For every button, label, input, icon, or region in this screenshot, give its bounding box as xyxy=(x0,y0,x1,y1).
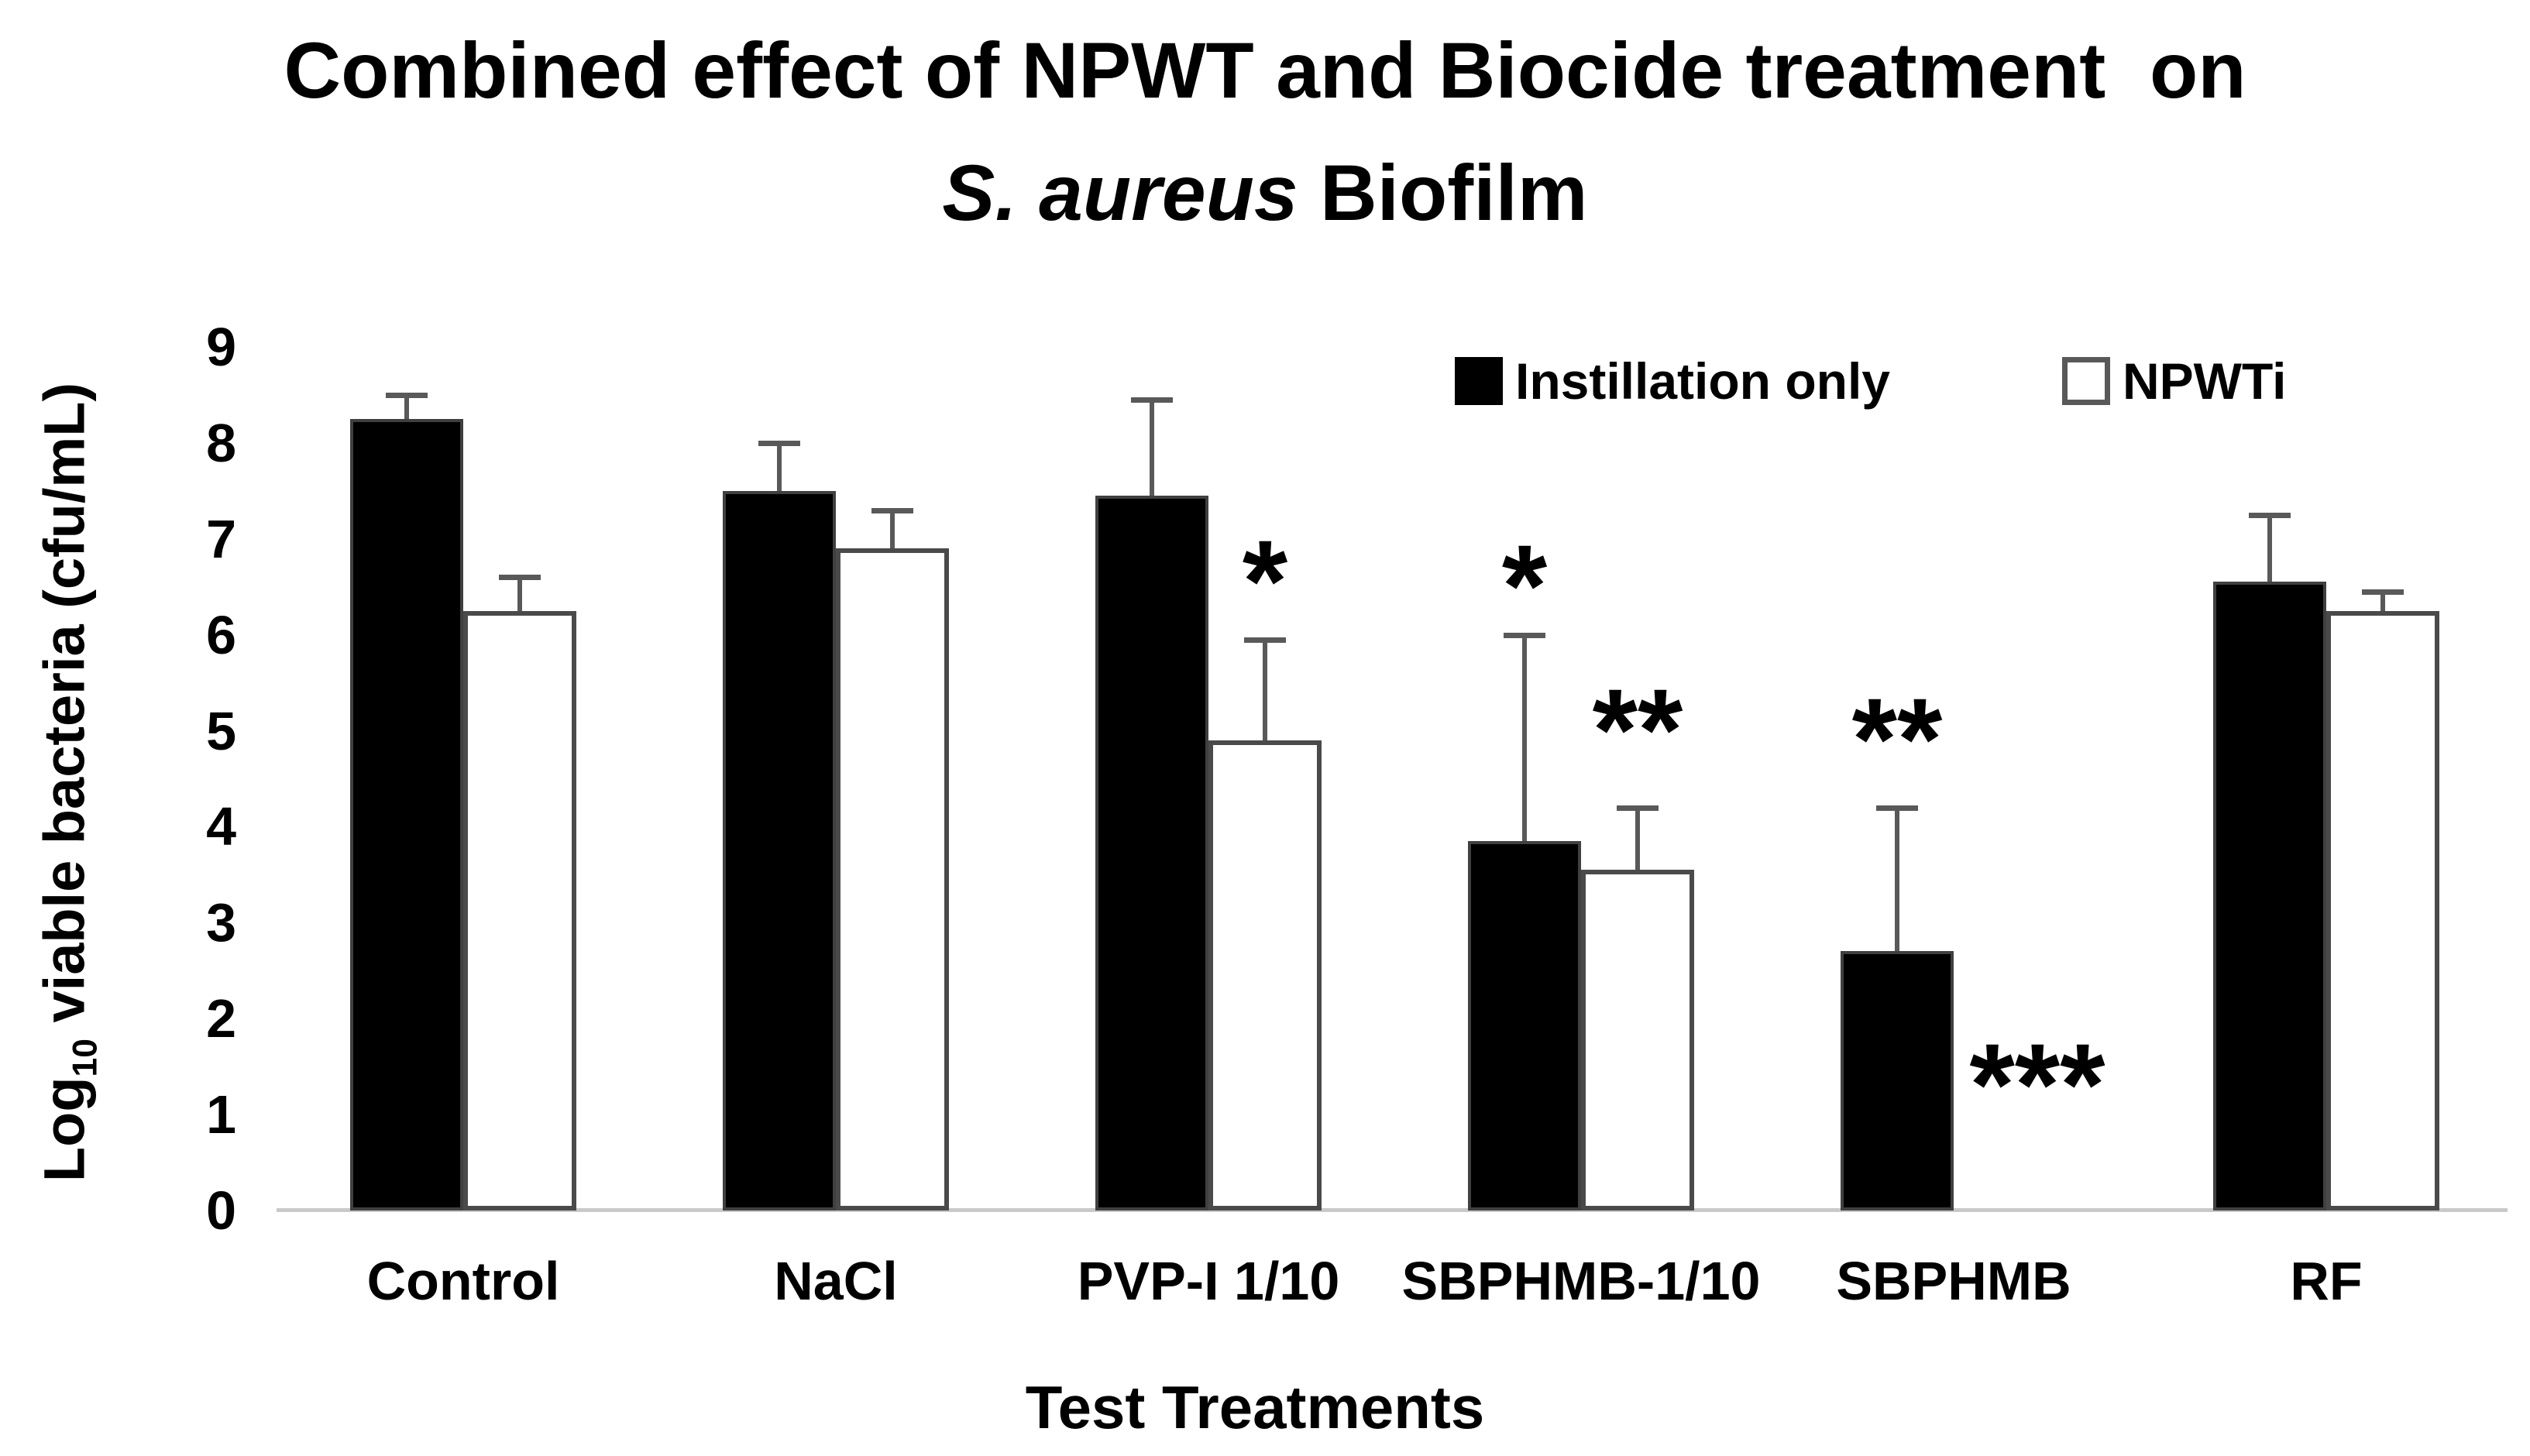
significance-marker-1: * xyxy=(1501,520,1548,651)
bar-instillation-only-4 xyxy=(1841,951,1954,1210)
significance-marker-4: *** xyxy=(1969,1019,2105,1150)
x-category-label-4: SBPHMB xyxy=(1836,1251,2071,1311)
error-bar-cap-0-0 xyxy=(386,392,428,398)
error-bar-stem-1-1 xyxy=(890,510,895,549)
bar-instillation-only-3 xyxy=(1468,840,1581,1210)
error-bar-cap-0-3 xyxy=(1504,632,1545,638)
legend-swatch-npwti xyxy=(2062,357,2110,405)
chart-title-line-2: S. aureus Biofilm xyxy=(0,132,2530,254)
y-tick-label-7: 7 xyxy=(206,508,236,569)
error-bar-stem-0-0 xyxy=(404,394,409,419)
x-category-label-3: SBPHMB-1/10 xyxy=(1401,1251,1761,1311)
bar-npwti-5 xyxy=(2326,610,2439,1210)
x-category-label-5: RF xyxy=(2290,1251,2363,1311)
x-axis-line xyxy=(277,1208,2508,1212)
error-bar-cap-0-2 xyxy=(1131,397,1173,403)
y-tick-label-0: 0 xyxy=(206,1180,236,1241)
chart-title-line-1: Combined effect of NPWT and Biocide trea… xyxy=(284,26,2246,115)
bar-instillation-only-5 xyxy=(2213,582,2326,1210)
y-tick-label-5: 5 xyxy=(206,700,236,761)
error-bar-cap-1-1 xyxy=(871,507,913,513)
y-tick-label-4: 4 xyxy=(206,796,236,857)
error-bar-cap-0-1 xyxy=(758,440,800,446)
x-category-label-2: PVP-I 1/10 xyxy=(1077,1251,1340,1311)
bar-npwti-2 xyxy=(1208,740,1322,1210)
legend-item-instillation-only: Instillation only xyxy=(1455,352,1891,410)
error-bar-stem-1-3 xyxy=(1635,807,1640,871)
bar-instillation-only-2 xyxy=(1095,495,1208,1210)
error-bar-stem-1-5 xyxy=(2380,591,2385,611)
error-bar-stem-0-5 xyxy=(2267,514,2272,582)
chart-title-species: S. aureus xyxy=(942,149,1298,238)
y-tick-label-8: 8 xyxy=(206,412,236,473)
bar-instillation-only-0 xyxy=(350,418,463,1210)
legend-label-npwti: NPWTi xyxy=(2123,352,2287,410)
legend-swatch-instillation-only xyxy=(1455,357,1503,405)
error-bar-cap-1-5 xyxy=(2362,589,2404,595)
y-tick-label-6: 6 xyxy=(206,604,236,665)
bar-npwti-1 xyxy=(836,548,949,1210)
significance-marker-2: ** xyxy=(1592,664,1683,795)
bar-npwti-0 xyxy=(463,610,576,1210)
significance-marker-3: ** xyxy=(1851,674,1943,805)
error-bar-cap-0-4 xyxy=(1876,805,1918,811)
error-bar-stem-0-1 xyxy=(777,442,782,491)
y-tick-label-2: 2 xyxy=(206,988,236,1049)
error-bar-cap-0-5 xyxy=(2249,512,2291,518)
significance-marker-0: * xyxy=(1242,515,1288,646)
error-bar-cap-1-0 xyxy=(499,575,541,581)
bar-instillation-only-1 xyxy=(723,490,836,1210)
error-bar-stem-0-3 xyxy=(1522,634,1527,841)
chart-title: Combined effect of NPWT and Biocide trea… xyxy=(0,9,2530,254)
y-tick-label-3: 3 xyxy=(206,892,236,953)
y-tick-label-9: 9 xyxy=(206,316,236,377)
legend-item-npwti: NPWTi xyxy=(2062,352,2287,410)
y-tick-label-1: 1 xyxy=(206,1084,236,1145)
x-axis-title: Test Treatments xyxy=(1025,1373,1485,1441)
error-bar-stem-0-4 xyxy=(1895,807,1899,952)
error-bar-cap-1-3 xyxy=(1617,805,1659,811)
legend-label-instillation-only: Instillation only xyxy=(1515,352,1891,410)
error-bar-stem-0-2 xyxy=(1150,400,1154,496)
bar-npwti-3 xyxy=(1581,870,1694,1210)
x-category-label-1: NaCl xyxy=(774,1251,898,1311)
error-bar-stem-1-2 xyxy=(1263,639,1267,740)
chart-title-line-2-rest: Biofilm xyxy=(1298,149,1588,238)
error-bar-stem-1-0 xyxy=(517,577,522,611)
x-category-label-0: Control xyxy=(366,1251,560,1311)
error-bar-cap-1-2 xyxy=(1244,637,1286,643)
